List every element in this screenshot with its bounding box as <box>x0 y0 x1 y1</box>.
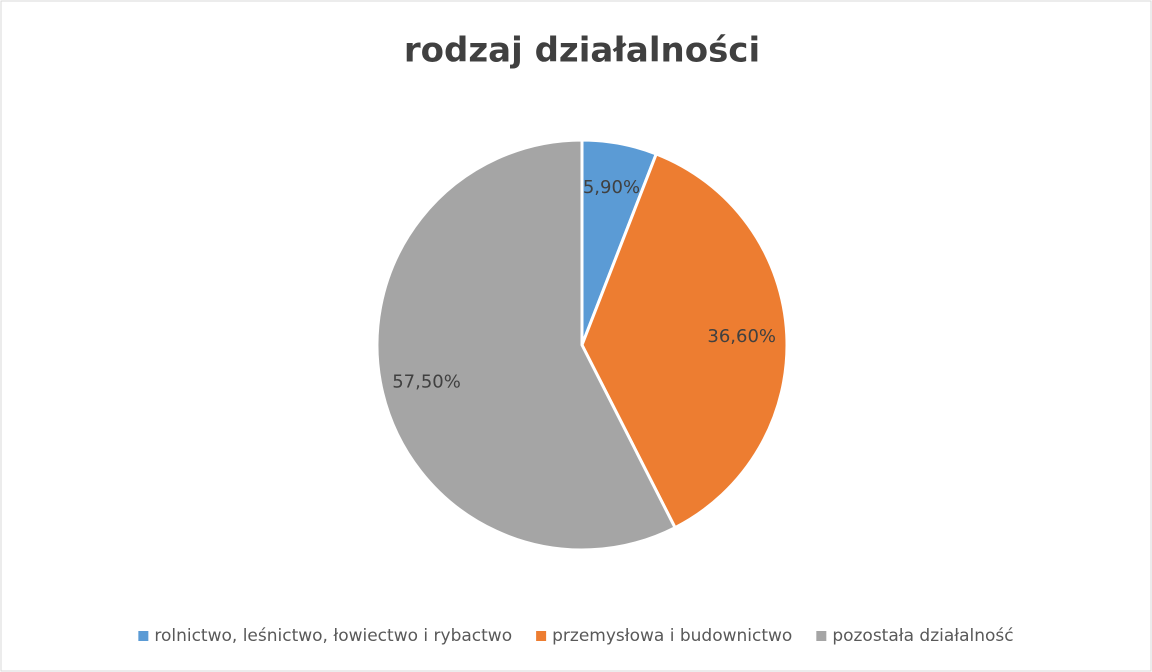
pie-slice <box>375 138 678 552</box>
legend-label: przemysłowa i budownictwo <box>552 626 792 646</box>
legend-label: rolnictwo, leśnictwo, łowiectwo i rybact… <box>154 626 512 646</box>
data-label: 36,60% <box>707 326 776 347</box>
legend-marker <box>138 631 149 641</box>
data-label: 57,50% <box>392 371 461 392</box>
chart-title: rodzaj działalności <box>404 31 760 71</box>
legend-marker <box>536 631 547 641</box>
data-label: 5,90% <box>583 177 640 198</box>
pie-slice <box>580 151 789 530</box>
legend-label: pozostała działalność <box>832 626 1013 646</box>
legend-marker <box>816 631 827 641</box>
